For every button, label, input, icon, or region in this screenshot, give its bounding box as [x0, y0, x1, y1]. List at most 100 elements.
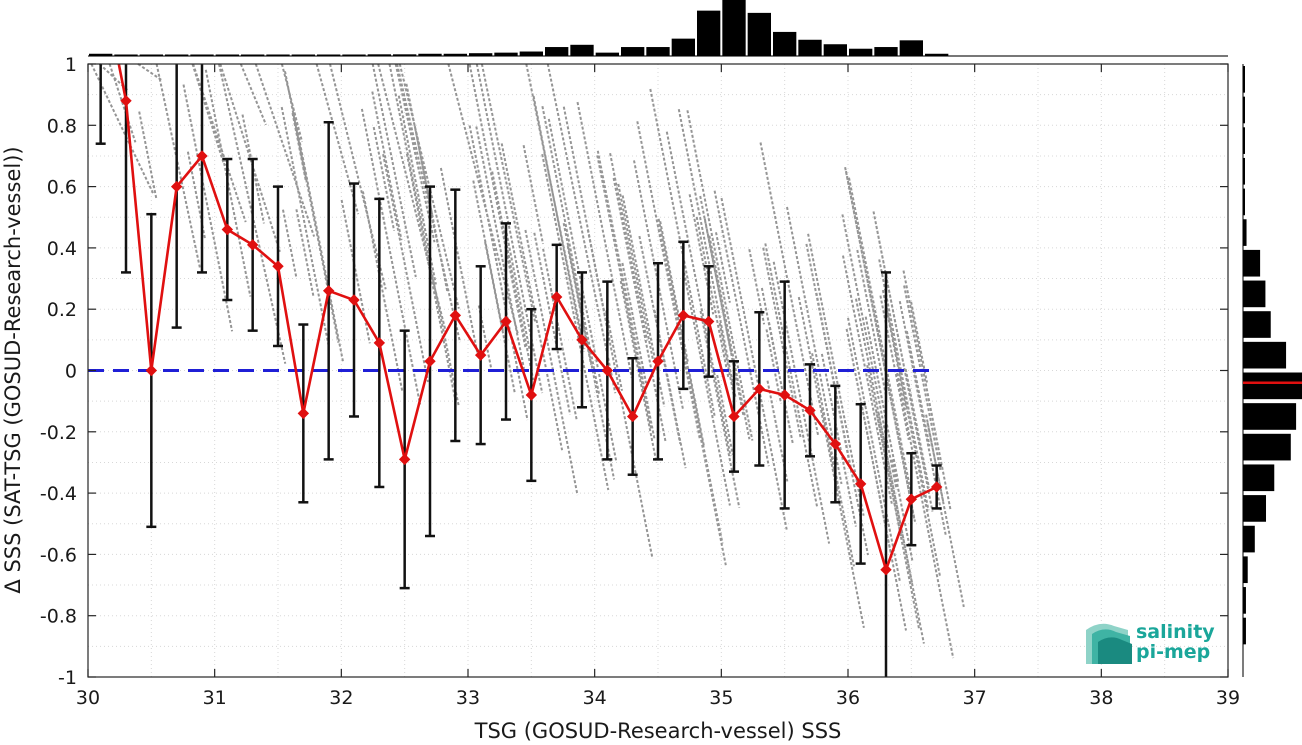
top-hist-bar — [798, 39, 822, 56]
x-tick-label: 37 — [963, 687, 987, 709]
right-hist-bar — [1243, 188, 1245, 216]
top-hist-bar — [469, 53, 493, 56]
x-ticks: 30 31 32 33 34 35 36 37 38 39 — [76, 64, 1240, 709]
mean-point — [829, 438, 842, 450]
mean-point — [246, 239, 259, 251]
right-hist-bar — [1243, 617, 1246, 645]
mean-point — [880, 564, 892, 576]
y-tick-label: 0 — [65, 361, 77, 383]
mean-point — [449, 309, 462, 322]
mean-point — [272, 260, 284, 272]
y-tick-label: 0.8 — [47, 115, 77, 137]
mean-point — [145, 364, 158, 377]
mean-point — [753, 383, 766, 395]
x-tick-label: 38 — [1089, 687, 1113, 709]
top-hist-bar — [823, 44, 847, 56]
right-hist-bar — [1243, 311, 1271, 338]
mean-series — [117, 63, 943, 576]
mean-point — [373, 337, 386, 349]
top-hist-bar — [266, 54, 290, 56]
top-hist-bar — [874, 47, 898, 56]
mean-point — [221, 223, 234, 236]
mean-point — [550, 291, 563, 303]
top-hist-bar — [595, 52, 619, 56]
y-tick-label: -0.4 — [40, 483, 77, 505]
top-hist-bar — [291, 54, 315, 56]
right-hist-bar — [1243, 219, 1247, 246]
x-tick-label: 36 — [836, 687, 860, 709]
y-tick-label: -0.6 — [40, 544, 77, 566]
mean-point — [652, 355, 664, 368]
x-tick-label: 39 — [1216, 687, 1240, 709]
top-hist-bar — [139, 54, 163, 56]
top-hist-bar — [89, 53, 113, 56]
top-hist-bar — [190, 54, 214, 56]
mean-point — [120, 95, 132, 107]
y-tick-label: 0.6 — [47, 177, 77, 199]
right-hist-bar — [1243, 341, 1287, 369]
x-tick-label: 35 — [709, 687, 733, 709]
mean-point — [930, 481, 943, 493]
top-hist-bar — [114, 54, 138, 56]
x-tick-label: 32 — [329, 687, 353, 709]
top-hist-bar — [773, 31, 797, 56]
right-hist-bar — [1243, 157, 1245, 185]
top-hist-bar — [494, 52, 518, 56]
right-histogram — [1242, 64, 1302, 677]
top-hist-bar — [393, 54, 417, 56]
top-hist-bar — [722, 0, 746, 56]
mean-point — [398, 453, 411, 466]
x-tick-label: 33 — [456, 687, 480, 709]
top-hist-bar — [215, 54, 239, 56]
mean-point — [196, 150, 208, 162]
top-hist-bar — [849, 48, 873, 56]
y-tick-label: 0.4 — [47, 238, 77, 260]
logo-text-salinity: salinity — [1136, 621, 1215, 643]
top-hist-bar — [570, 44, 594, 56]
mean-point — [854, 478, 867, 490]
y-axis-title: Δ SSS (SAT-TSG (GOSUD-Research-vessel)) — [1, 146, 25, 593]
mean-line — [117, 63, 938, 574]
y-tick-label: -0.2 — [40, 422, 77, 444]
right-hist-bar — [1243, 280, 1266, 308]
right-hist-bar — [1243, 96, 1245, 124]
scatter-streaks — [90, 63, 965, 659]
top-hist-bar — [925, 53, 949, 56]
error-bar — [197, 64, 207, 274]
error-bar — [95, 64, 106, 145]
x-axis-title: TSG (GOSUD-Research-vessel) SSS — [474, 719, 842, 743]
top-hist-bar — [418, 53, 442, 56]
mean-point — [474, 349, 487, 361]
top-histogram — [88, 0, 1228, 57]
right-hist-bar — [1243, 127, 1245, 154]
right-hist-bar — [1243, 249, 1261, 277]
top-hist-bar — [545, 47, 569, 56]
top-hist-bar — [367, 54, 391, 56]
top-hist-bar — [899, 40, 923, 56]
mean-point — [424, 355, 436, 368]
x-tick-label: 30 — [76, 687, 100, 709]
right-hist-bar — [1243, 587, 1246, 614]
mean-point — [702, 315, 715, 328]
mean-point — [626, 410, 639, 423]
top-hist-bar — [697, 10, 721, 57]
pimep-logo: salinity pi-mep — [1086, 621, 1215, 664]
top-hist-bar — [671, 38, 695, 56]
x-tick-label: 34 — [583, 687, 607, 709]
mean-point — [601, 364, 614, 377]
y-tick-label: 0.2 — [47, 299, 77, 321]
mean-point — [778, 389, 791, 401]
top-hist-bar — [165, 54, 189, 56]
mean-point — [500, 315, 512, 328]
mean-point — [728, 410, 740, 423]
x-tick-label: 31 — [203, 687, 227, 709]
mean-point — [322, 285, 335, 297]
top-hist-bar — [621, 47, 645, 56]
right-hist-bar — [1243, 372, 1302, 400]
right-hist-bar — [1243, 433, 1291, 461]
y-ticks: 1 0.8 0.6 0.4 0.2 0 -0.2 -0.4 -0.6 -0.8 -1 — [40, 54, 1228, 689]
right-hist-bar — [1243, 66, 1245, 93]
error-bar — [881, 271, 891, 677]
mean-point — [525, 389, 538, 401]
